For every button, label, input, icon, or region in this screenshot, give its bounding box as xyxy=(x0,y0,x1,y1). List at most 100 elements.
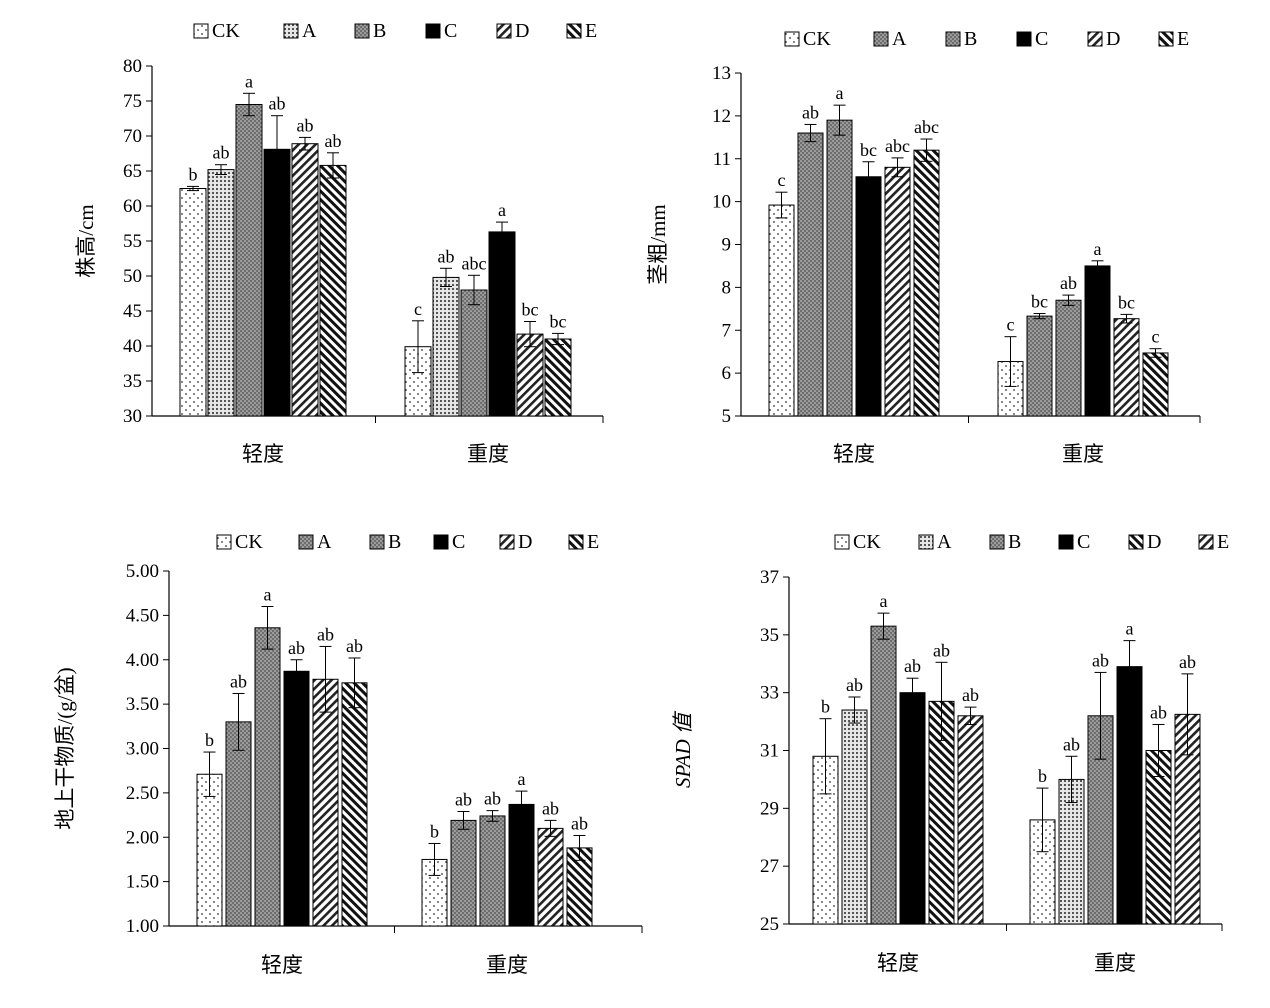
bar-d-1 xyxy=(884,166,911,417)
legend-swatch-c xyxy=(425,23,441,39)
y-tick-label: 13 xyxy=(712,63,731,84)
bar-c-2 xyxy=(1116,666,1143,925)
y-tick-label: 7 xyxy=(722,320,732,341)
legend-swatch-ck xyxy=(784,31,800,47)
y-tick-label: 10 xyxy=(712,192,731,213)
x-category-label: 重度 xyxy=(1094,951,1136,975)
x-category-label: 重度 xyxy=(467,442,509,466)
significance-label: ab xyxy=(484,789,501,809)
legend-label-c: C xyxy=(452,531,465,553)
legend-swatch-b xyxy=(945,31,961,47)
bar-c-2 xyxy=(508,803,535,927)
bar-b-1 xyxy=(870,625,897,925)
x-category-label: 重度 xyxy=(486,953,528,977)
bar-a-1 xyxy=(797,132,824,417)
significance-label: ab xyxy=(1179,652,1196,672)
bar-b-2 xyxy=(1055,299,1082,417)
legend-swatch-d xyxy=(1087,31,1103,47)
legend-swatch-ck xyxy=(193,23,209,39)
y-tick-label: 2.50 xyxy=(126,783,159,804)
significance-label: bc xyxy=(860,140,877,160)
legend-label-e: E xyxy=(1177,28,1189,50)
y-tick-label: 29 xyxy=(760,798,779,819)
significance-label: a xyxy=(1094,239,1102,259)
legend-label-e: E xyxy=(585,20,597,42)
significance-label: b xyxy=(205,730,214,750)
legend-swatch-b xyxy=(989,534,1005,550)
y-tick-label: 27 xyxy=(760,856,779,877)
bar-ck-1 xyxy=(768,204,795,417)
bar-e-1 xyxy=(319,164,347,417)
bar-a-1 xyxy=(225,721,252,927)
significance-label: b xyxy=(1038,766,1047,786)
bar-b-1 xyxy=(235,104,263,417)
bar-ck-1 xyxy=(196,773,223,927)
significance-label: ab xyxy=(1063,734,1080,754)
legend-label-a: A xyxy=(892,28,907,50)
legend-swatch-e xyxy=(566,23,582,39)
y-tick-label: 12 xyxy=(712,106,731,127)
x-category-label: 轻度 xyxy=(833,442,875,466)
significance-label: ab xyxy=(571,813,588,833)
legend-swatch-c xyxy=(433,534,449,550)
legend-label-a: A xyxy=(937,531,952,553)
bar-a-2 xyxy=(1058,778,1085,925)
y-tick-label: 25 xyxy=(760,914,779,935)
y-tick-label: 2.00 xyxy=(126,827,159,848)
y-tick-label: 37 xyxy=(760,567,779,588)
bar-ck-1 xyxy=(179,188,207,417)
significance-label: bc xyxy=(522,300,539,320)
y-tick-label: 75 xyxy=(123,91,142,112)
chart-panel-3: CK A B C D E 1.00 1.50 2.00 2.50 3.00 3.50 4.00 4.50 5… xyxy=(53,531,643,977)
bar-c-1 xyxy=(263,148,291,417)
bar-d-1 xyxy=(312,678,339,927)
significance-label: b xyxy=(430,821,439,841)
x-category-label: 轻度 xyxy=(877,951,919,975)
y-tick-label: 1.00 xyxy=(126,916,159,937)
y-tick-label: 70 xyxy=(123,126,142,147)
significance-label: a xyxy=(1126,619,1134,639)
y-tick-label: 65 xyxy=(123,161,142,182)
bar-c-2 xyxy=(1084,265,1111,417)
y-axis-title: 茎粗/mm xyxy=(646,204,670,285)
significance-label: ab xyxy=(346,636,363,656)
bar-ck-1 xyxy=(812,755,839,925)
bar-e-2 xyxy=(1142,352,1169,417)
x-category-label: 轻度 xyxy=(242,442,284,466)
significance-label: a xyxy=(518,769,526,789)
legend-label-e: E xyxy=(1217,531,1229,553)
significance-label: ab xyxy=(269,94,286,114)
significance-label: ab xyxy=(542,798,559,818)
y-tick-label: 50 xyxy=(123,266,142,287)
significance-label: a xyxy=(498,200,506,220)
legend-label-e: E xyxy=(587,531,599,553)
legend-label-d: D xyxy=(1147,531,1161,553)
bar-b-1 xyxy=(254,627,281,927)
bar-b-2 xyxy=(479,815,506,927)
y-tick-label: 3.50 xyxy=(126,694,159,715)
bar-c-1 xyxy=(899,692,926,925)
y-tick-label: 33 xyxy=(760,683,779,704)
bar-c-2 xyxy=(488,231,516,417)
y-tick-label: 80 xyxy=(123,56,142,77)
legend-label-b: B xyxy=(388,531,401,553)
legend-swatch-e xyxy=(1198,534,1214,550)
legend-label-ck: CK xyxy=(235,531,263,553)
significance-label: c xyxy=(778,170,786,190)
y-tick-label: 35 xyxy=(123,371,142,392)
y-axis-title: 地上干物质/(g/盆) xyxy=(53,667,77,829)
significance-label: a xyxy=(836,83,844,103)
bar-e-2 xyxy=(544,338,572,417)
y-tick-label: 30 xyxy=(123,406,142,427)
legend-swatch-c xyxy=(1058,534,1074,550)
significance-label: ab xyxy=(1060,273,1077,293)
bar-b-2 xyxy=(460,289,488,417)
legend-label-d: D xyxy=(1106,28,1120,50)
legend-swatch-a xyxy=(283,23,299,39)
y-axis-title: SPAD 值 xyxy=(671,710,695,788)
bar-c-1 xyxy=(855,176,882,417)
legend-swatch-ck xyxy=(216,534,232,550)
y-axis-title: 株高/cm xyxy=(74,204,98,278)
